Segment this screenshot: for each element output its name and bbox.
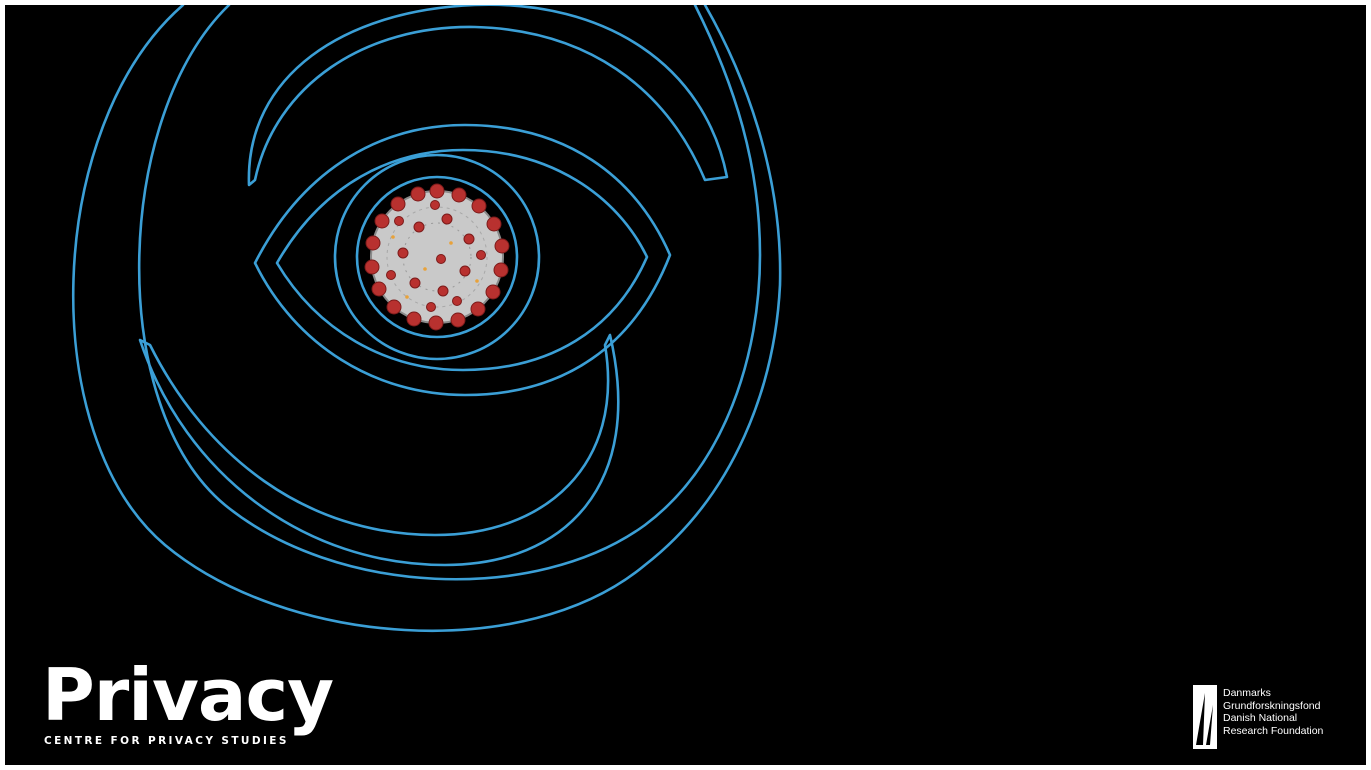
eye-spiral-illustration (71, 5, 782, 633)
iris-ring-inner (355, 175, 519, 339)
foundation-line: Research Foundation (1223, 724, 1324, 737)
foundation-emblem-icon (1193, 685, 1217, 749)
upper-crescent (247, 5, 729, 187)
eye-outer (253, 123, 672, 397)
iris-ring-outer (333, 153, 541, 361)
foundation-line: Danish National (1223, 712, 1298, 724)
slide-canvas: Privacy CENTRE FOR PRIVACY STUDIES Danma… (5, 5, 1366, 765)
foundation-logo: Danmarks Grundforskningsfond Danish Nati… (1193, 685, 1358, 751)
outer-ring-left (71, 5, 782, 633)
foundation-line: Grundforskningsfond (1223, 699, 1321, 712)
virus-particle (364, 183, 510, 331)
eye-inner (275, 148, 649, 372)
privacy-logo: Privacy CENTRE FOR PRIVACY STUDIES (42, 659, 342, 755)
logo-wordmark: Privacy (42, 653, 334, 737)
second-ring (137, 5, 762, 581)
lower-crescent (138, 333, 620, 567)
logo-tagline: CENTRE FOR PRIVACY STUDIES (44, 735, 289, 747)
foundation-line: Danmarks (1223, 687, 1271, 699)
foundation-name: Danmarks Grundforskningsfond Danish Nati… (1223, 687, 1323, 737)
